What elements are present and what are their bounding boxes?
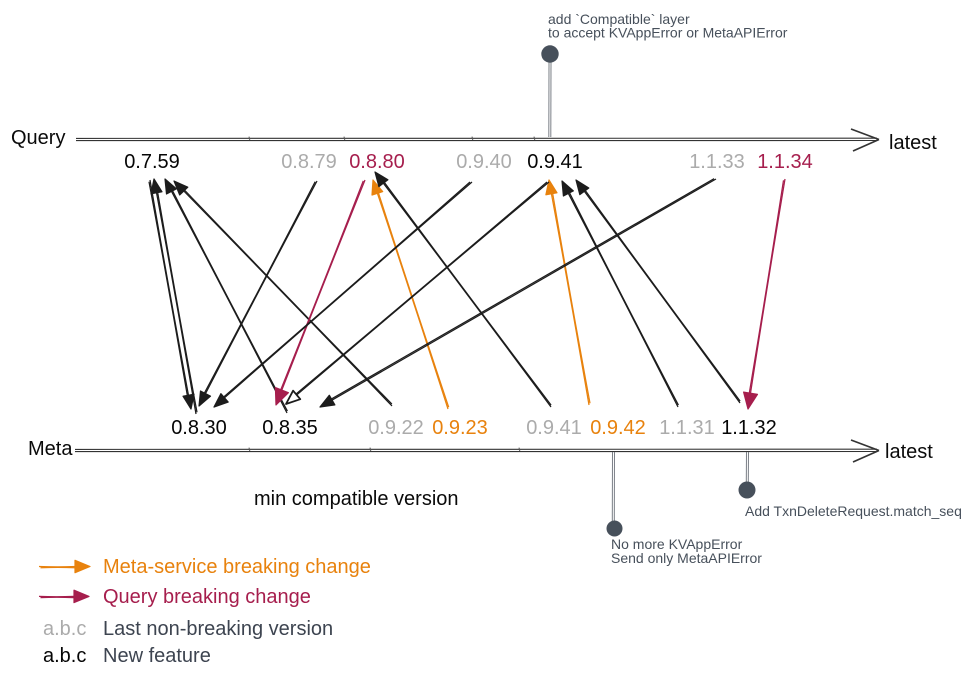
svg-text:0.8.35: 0.8.35 (262, 417, 318, 439)
svg-text:1.1.31: 1.1.31 (659, 417, 715, 439)
svg-text:1.1.32: 1.1.32 (721, 417, 777, 439)
svg-text:New feature: New feature (103, 645, 211, 667)
svg-text:0.9.40: 0.9.40 (456, 151, 512, 173)
svg-text:a.b.c: a.b.c (43, 645, 86, 667)
svg-text:0.8.80: 0.8.80 (349, 151, 405, 173)
svg-text:Last non-breaking version: Last non-breaking version (103, 618, 333, 640)
svg-text:No more KVAppError: No more KVAppError (611, 536, 743, 552)
svg-text:latest: latest (885, 441, 933, 463)
svg-text:add `Compatible` layer: add `Compatible` layer (548, 11, 690, 27)
svg-text:Meta-service breaking change: Meta-service breaking change (103, 556, 371, 578)
svg-text:Query breaking change: Query breaking change (103, 586, 311, 608)
svg-text:latest: latest (889, 132, 937, 154)
svg-text:Meta: Meta (28, 438, 73, 460)
svg-text:Add TxnDeleteRequest.match_seq: Add TxnDeleteRequest.match_seq (745, 503, 962, 519)
svg-text:0.9.41: 0.9.41 (527, 151, 583, 173)
svg-text:min compatible version: min compatible version (254, 488, 459, 510)
svg-text:a.b.c: a.b.c (43, 618, 86, 640)
svg-text:to accept KVAppError or MetaAP: to accept KVAppError or MetaAPIError (548, 25, 788, 41)
svg-text:0.9.42: 0.9.42 (590, 417, 646, 439)
svg-text:0.9.41: 0.9.41 (526, 417, 582, 439)
svg-text:0.9.22: 0.9.22 (368, 417, 424, 439)
svg-text:Send only MetaAPIError: Send only MetaAPIError (611, 550, 762, 566)
svg-text:0.7.59: 0.7.59 (124, 151, 180, 173)
svg-text:1.1.34: 1.1.34 (757, 151, 813, 173)
svg-text:0.8.30: 0.8.30 (171, 417, 227, 439)
svg-text:0.8.79: 0.8.79 (281, 151, 337, 173)
svg-text:0.9.23: 0.9.23 (432, 417, 488, 439)
svg-text:1.1.33: 1.1.33 (689, 151, 745, 173)
svg-text:Query: Query (11, 127, 65, 149)
